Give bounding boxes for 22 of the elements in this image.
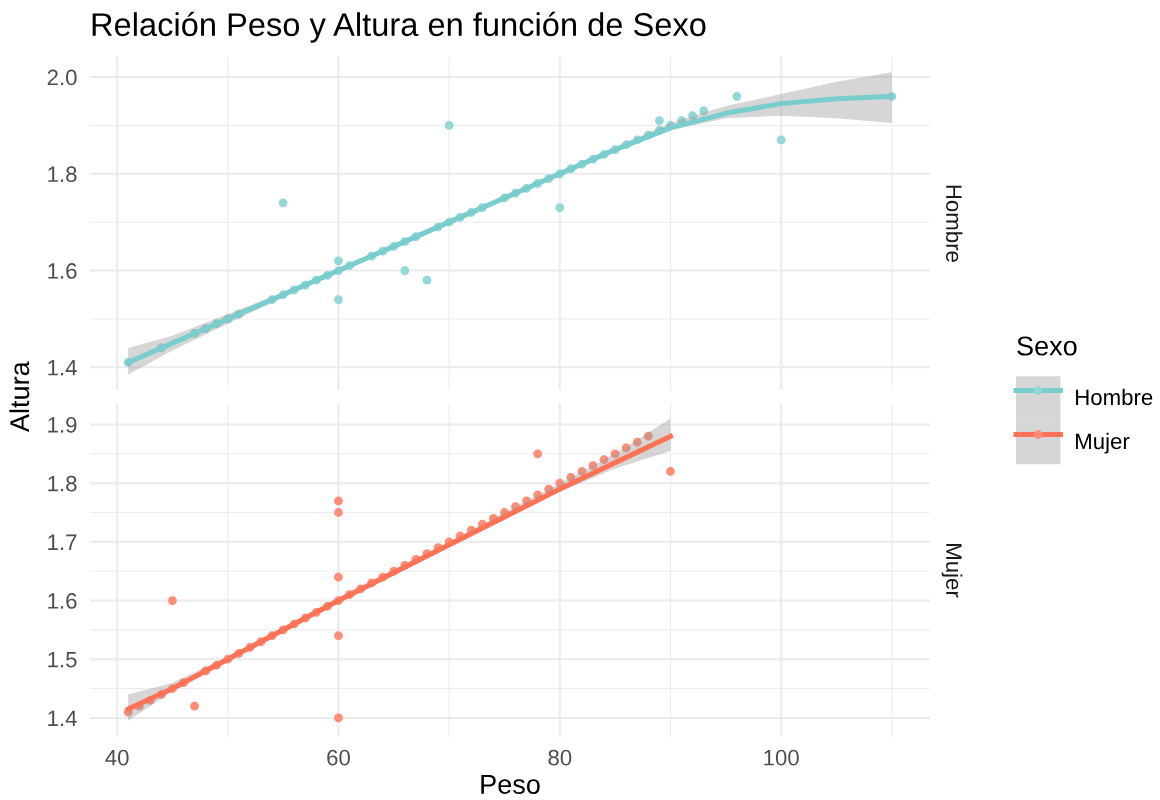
y-tick-label: 1.7: [48, 534, 77, 550]
x-tick-label: 80: [548, 749, 572, 766]
x-axis-title: Peso: [481, 775, 540, 794]
x-tick-label: 60: [327, 749, 350, 766]
text: Hombre: [946, 185, 963, 262]
y-tick-label: 2.0: [47, 69, 77, 86]
y-tick-label: 1.8: [48, 475, 77, 492]
chart-title: Relación Peso y Altura en función de Sexo: [92, 11, 706, 43]
legend-title: Sexo: [1017, 336, 1077, 356]
text: Mujer: [941, 544, 963, 598]
y-tick-label: 1.8: [48, 166, 77, 183]
legend-label: Hombre: [1076, 388, 1153, 406]
y-tick-label: 1.9: [48, 417, 77, 433]
legend-label: Mujer: [1076, 432, 1130, 454]
y-tick-label: 1.6: [48, 263, 77, 279]
x-tick-label: 40: [105, 749, 129, 766]
y-axis-title: Altura: [9, 361, 30, 433]
y-tick-label: 1.4: [48, 710, 77, 726]
y-tick-label: 1.6: [48, 593, 77, 609]
x-tick-label: 100: [764, 749, 799, 766]
y-tick-label: 1.4: [48, 360, 77, 376]
y-tick-label: 1.5: [48, 652, 77, 668]
